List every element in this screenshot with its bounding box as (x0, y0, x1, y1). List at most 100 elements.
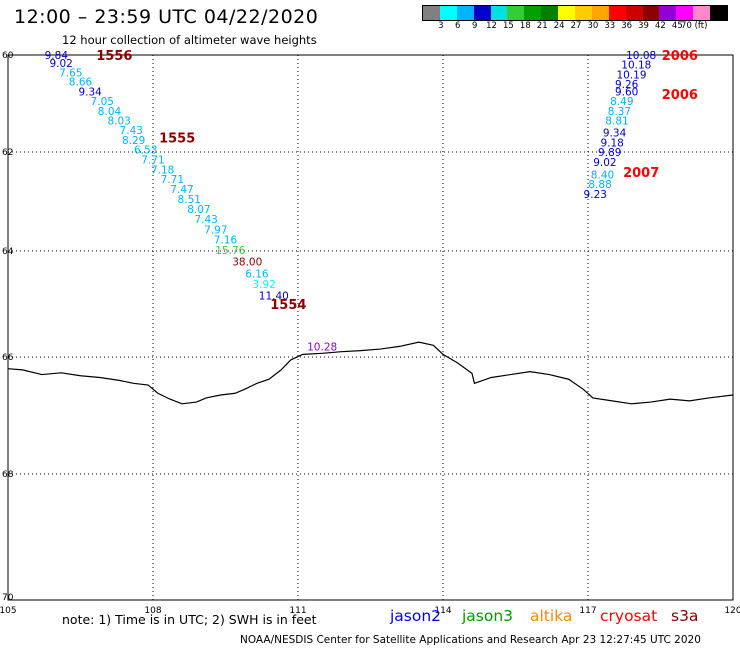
wave-height-value: 9.02 (593, 157, 616, 169)
longitude-tick-label: 105 (0, 606, 17, 616)
wave-height-value: 6.53 (134, 145, 157, 157)
legend-label: 36 (621, 21, 633, 31)
wave-height-value: 7.71 (141, 154, 164, 166)
wave-height-value: 9.84 (45, 50, 69, 62)
wave-height-value: 6.16 (245, 268, 269, 280)
legend-swatch (423, 6, 440, 20)
legend-swatch (642, 6, 660, 20)
longitude-tick-label: 117 (579, 606, 596, 616)
latitude-tick-label: 60 (2, 51, 14, 61)
legend-swatch (591, 6, 609, 20)
wave-height-value: 8.49 (610, 96, 633, 108)
legend-swatch (439, 6, 457, 20)
wave-height-value: 7.18 (151, 164, 174, 176)
legend-label: 45 (671, 21, 683, 31)
satellite-jason2: jason2 (390, 607, 442, 625)
legend-label: 27 (570, 21, 582, 31)
wave-height-value: 38.00 (232, 257, 262, 269)
satellite-jason3: jason3 (462, 607, 514, 625)
pass-time-label: 2006 (662, 49, 698, 64)
latitude-tick-label: 64 (2, 247, 14, 257)
wave-height-value: 9.34 (78, 86, 102, 98)
pass-time-label: 1554 (270, 298, 306, 313)
longitude-tick-label: 120 (724, 606, 740, 616)
wave-height-value: 11.40 (259, 291, 289, 303)
wave-height-value: 8.37 (608, 106, 631, 118)
legend-label: 15 (503, 21, 514, 31)
credit-line: NOAA/NESDIS Center for Satellite Applica… (240, 634, 701, 646)
legend-swatch (490, 6, 508, 20)
footnote: note: 1) Time is in UTC; 2) SWH is in fe… (62, 612, 317, 627)
wave-height-value: 9.02 (49, 58, 72, 70)
legend-label: 33 (604, 21, 616, 31)
legend-label: 9 (471, 21, 478, 31)
wave-height-value: 7.05 (91, 96, 114, 108)
legend-label: 39 (638, 21, 649, 31)
color-scale-legend (422, 5, 728, 21)
wave-height-value: 8.29 (122, 135, 145, 147)
wave-height-value: 15.76 (215, 245, 245, 257)
wave-height-value: 10.28 (307, 341, 337, 353)
legend-swatch (541, 6, 559, 20)
wave-height-value: 9.23 (584, 189, 607, 201)
legend-label: 18 (519, 21, 531, 31)
legend-label: 42 (655, 21, 666, 31)
legend-swatch (710, 6, 728, 20)
wave-height-value: 3.92 (252, 279, 275, 291)
wave-height-value: 9.34 (603, 128, 627, 140)
legend-label: 12 (486, 21, 497, 31)
legend-label: 24 (553, 21, 565, 31)
map-frame (7, 54, 734, 601)
wave-height-value: 8.07 (187, 204, 210, 216)
latitude-tick-label: 70 (2, 593, 14, 603)
wave-height-value: 9.89 (598, 147, 621, 159)
legend-swatch (625, 6, 643, 20)
pass-time-label: 2006 (662, 88, 698, 103)
legend-swatch (608, 6, 626, 20)
wave-height-value: 9.26 (615, 79, 639, 91)
legend-swatch (507, 6, 525, 20)
legend-label: 3 (438, 21, 444, 31)
longitude-tick-label: 111 (289, 606, 306, 616)
longitude-tick-label: 108 (144, 606, 161, 616)
wave-height-value: 7.47 (170, 184, 193, 196)
pass-time-label: 1555 (159, 131, 195, 146)
legend-label: 70 (ft) (681, 21, 708, 31)
coastline (7, 341, 734, 405)
legend-swatch (575, 6, 592, 20)
page-title: 12:00 – 23:59 UTC 04/22/2020 (14, 6, 319, 28)
legend-swatch (456, 6, 474, 20)
latitude-tick-label: 62 (2, 148, 13, 158)
wave-height-value: 7.97 (204, 225, 227, 237)
wave-height-value: 7.43 (194, 214, 217, 226)
wave-height-value: 8.81 (605, 115, 628, 127)
wave-height-value: 7.16 (214, 235, 238, 247)
wave-height-value: 8.66 (69, 77, 93, 89)
legend-label: 6 (455, 21, 461, 31)
wave-height-value: 7.43 (120, 125, 143, 137)
wave-height-value: 8.88 (588, 179, 611, 191)
legend-label: 21 (536, 21, 548, 31)
legend-swatch (659, 6, 677, 20)
wave-height-value: 10.18 (621, 60, 651, 72)
wave-height-value: 10.08 (626, 50, 656, 62)
pass-time-label: 2007 (623, 166, 659, 181)
legend-swatch (473, 6, 491, 20)
wave-height-value: 8.03 (107, 115, 130, 127)
wave-height-value: 8.51 (178, 194, 201, 206)
wave-height-value: 7.65 (59, 67, 82, 79)
legend-swatch (676, 6, 694, 20)
legend-swatch (524, 6, 542, 20)
wave-height-value: 10.19 (616, 69, 646, 81)
wave-height-value: 7.71 (161, 174, 184, 186)
page-subtitle: 12 hour collection of altimeter wave hei… (62, 33, 317, 47)
legend-swatch (558, 6, 576, 20)
longitude-tick-label: 114 (434, 606, 451, 616)
satellite-cryosat: cryosat (600, 607, 658, 625)
legend-swatch (693, 6, 711, 20)
pass-time-label: 1556 (96, 49, 132, 64)
latitude-tick-label: 68 (2, 470, 14, 480)
wave-height-value: 8.04 (98, 106, 122, 118)
legend-label: 30 (587, 21, 599, 31)
